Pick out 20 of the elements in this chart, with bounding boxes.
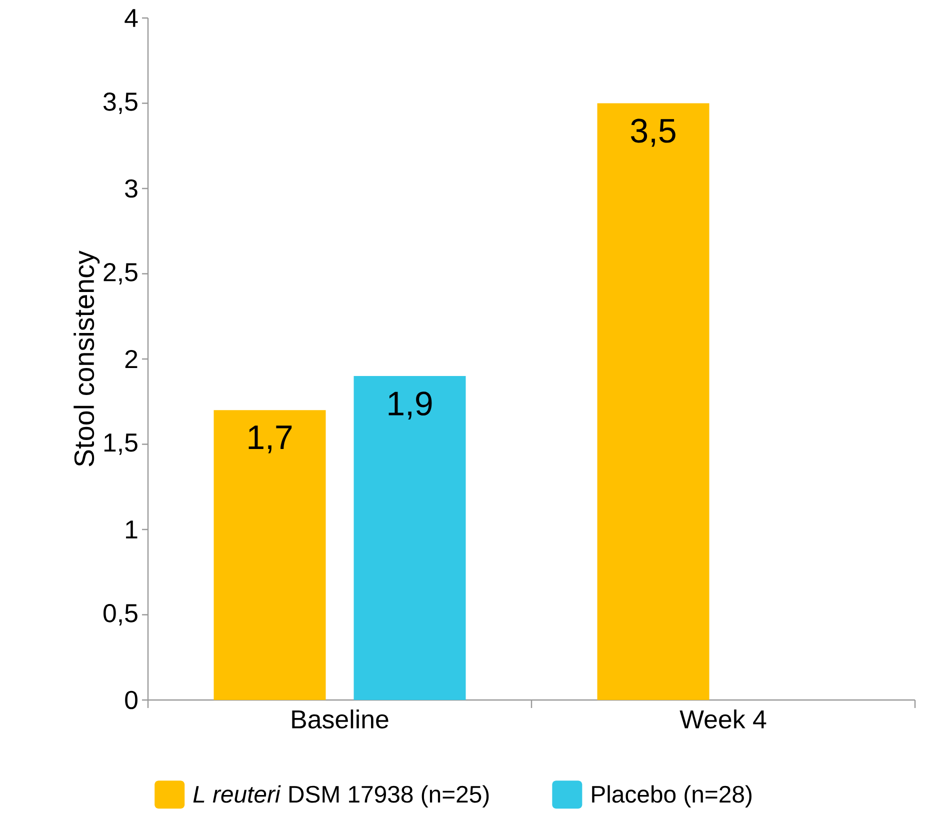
- y-tick-label: 4: [124, 9, 138, 27]
- y-tick-label: 1: [126, 520, 138, 538]
- y-tick-label: 1,5: [104, 434, 138, 455]
- data-label: 1,7: [248, 426, 292, 454]
- y-tick-label: 0,5: [103, 604, 138, 626]
- bar: [214, 410, 326, 700]
- data-label: 3,5: [631, 118, 676, 147]
- legend-label: Placebo (n=28): [592, 785, 752, 808]
- y-tick-label: 3: [125, 179, 138, 198]
- y-tick-label: 0: [125, 690, 138, 710]
- x-tick-label: Week 4: [680, 710, 766, 729]
- data-label: 1,9: [388, 392, 432, 420]
- y-tick-label: 2,5: [104, 263, 138, 284]
- bar: [354, 376, 466, 700]
- y-tick-label: 3,5: [103, 92, 138, 114]
- bar: [597, 103, 710, 700]
- x-tick-label: Baseline: [292, 710, 388, 729]
- y-axis-title: Stool consistency: [74, 250, 100, 466]
- y-tick-label: 2: [125, 350, 138, 368]
- legend-label: L reuteri DSM 17938 (n=25): [193, 785, 489, 808]
